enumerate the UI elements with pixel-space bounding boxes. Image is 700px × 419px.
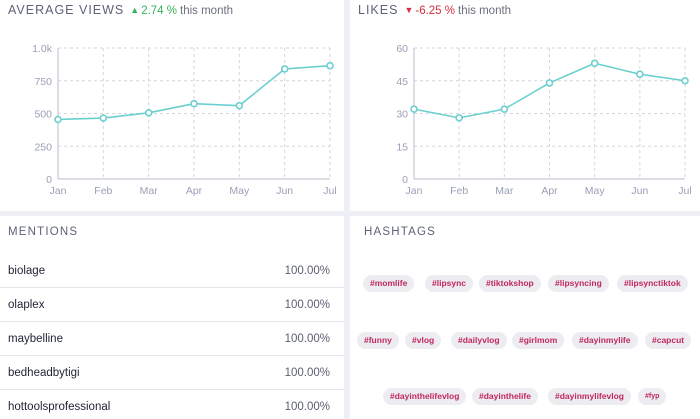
average-views-header: AVERAGE VIEWS ▲ 2.74 % this month — [8, 3, 233, 17]
mention-row: hottoolsprofessional 100.00% — [0, 390, 344, 419]
views-data-point[interactable] — [54, 115, 62, 124]
views-y-tick-label: 750 — [34, 76, 52, 88]
views-data-point[interactable] — [326, 61, 334, 70]
likes-data-point[interactable] — [545, 79, 554, 87]
average-views-chart: 0 250 500 750 1.0k Jan Feb Mar Apr May Jun Jul — [32, 43, 337, 197]
views-x-tick-label: May — [229, 185, 250, 197]
mentions-panel: MENTIONS biolage 100.00% olaplex 100.00%… — [0, 216, 344, 419]
hashtag-chip[interactable]: #momlife — [363, 275, 415, 292]
mention-value: 100.00% — [284, 265, 330, 277]
likes-data-point[interactable] — [455, 114, 463, 122]
likes-panel: LIKES ▼ -6.25 % this month 0 15 30 45 60 Jan Feb M… — [350, 0, 700, 211]
likes-x-tick-label: May — [585, 185, 606, 197]
mention-row: maybelline 100.00% — [0, 322, 344, 356]
views-data-point[interactable] — [280, 65, 289, 73]
average-views-title: AVERAGE VIEWS — [8, 3, 125, 17]
likes-x-tick-label: Jul — [678, 185, 691, 197]
likes-header: LIKES ▼ -6.25 % this month — [358, 3, 511, 17]
hashtag-chip[interactable]: #funny — [357, 332, 399, 349]
likes-y-tick-label: 15 — [396, 141, 408, 153]
hashtag-chip[interactable]: #lipsynctiktok — [617, 275, 688, 292]
likes-data-point[interactable] — [681, 76, 689, 85]
likes-period: this month — [458, 5, 512, 17]
mention-name: maybelline — [8, 333, 63, 345]
hashtag-chip[interactable]: #dayinthelife — [472, 388, 538, 405]
mention-name: hottoolsprofessional — [8, 401, 111, 413]
views-x-tick-label: Jul — [323, 185, 336, 197]
likes-data-point[interactable] — [410, 105, 418, 113]
mention-value: 100.00% — [284, 367, 330, 379]
hashtag-chip[interactable]: #lipsync — [425, 275, 474, 292]
likes-x-tick-label: Mar — [495, 185, 514, 197]
mention-name: bedheadbytigi — [8, 367, 80, 379]
likes-data-point[interactable] — [500, 105, 509, 113]
hashtag-chip[interactable]: #vlog — [405, 332, 442, 349]
views-x-tick-label: Apr — [186, 185, 203, 197]
mentions-title: MENTIONS — [8, 226, 79, 238]
views-data-point[interactable] — [190, 99, 198, 108]
hashtag-chip[interactable]: #dayinthelifevlog — [383, 388, 467, 405]
views-data-point[interactable] — [144, 109, 153, 117]
likes-x-tick-label: Jun — [631, 185, 648, 197]
hashtag-chip[interactable]: #tiktokshop — [479, 275, 541, 292]
views-y-tick-label: 250 — [34, 141, 52, 153]
average-views-panel: AVERAGE VIEWS ▲ 2.74 % this month 0 250 500 75… — [0, 0, 344, 211]
hashtags-panel: HASHTAGS #momlife #lipsync #tiktokshop #… — [350, 216, 700, 419]
views-x-tick-label: Feb — [94, 185, 112, 197]
mention-value: 100.00% — [284, 333, 330, 345]
views-data-point[interactable] — [235, 101, 244, 110]
average-views-change: 2.74 % — [141, 5, 177, 17]
likes-y-tick-label: 60 — [396, 43, 408, 55]
likes-data-point[interactable] — [636, 70, 644, 78]
mention-name: olaplex — [8, 299, 45, 311]
mention-value: 100.00% — [284, 401, 330, 413]
likes-chart: 0 15 30 45 60 Jan Feb Mar Apr May Jun Jul — [396, 43, 691, 197]
likes-x-tick-label: Jan — [406, 185, 423, 197]
hashtag-chip[interactable]: #fyp — [638, 388, 667, 405]
hashtags-title: HASHTAGS — [364, 226, 437, 238]
likes-y-tick-label: 0 — [402, 174, 408, 186]
views-y-tick-label: 500 — [34, 109, 52, 121]
mention-name: biolage — [8, 265, 46, 277]
hashtag-chip[interactable]: #capcut — [645, 332, 692, 349]
trend-up-icon: ▲ — [130, 5, 140, 15]
views-y-tick-label: 0 — [46, 174, 52, 186]
views-x-tick-label: Jun — [276, 185, 293, 197]
trend-down-icon: ▼ — [404, 5, 414, 15]
hashtag-chip[interactable]: #dailyvlog — [451, 332, 507, 349]
views-y-tick-label: 1.0k — [32, 43, 53, 55]
likes-x-tick-label: Apr — [541, 185, 558, 197]
mention-row: olaplex 100.00% — [0, 288, 344, 322]
likes-change: -6.25 % — [415, 5, 455, 17]
views-x-tick-label: Jan — [50, 185, 67, 197]
views-x-tick-label: Mar — [140, 185, 159, 197]
views-data-point[interactable] — [99, 114, 108, 122]
likes-data-point[interactable] — [590, 59, 599, 68]
likes-title: LIKES — [358, 3, 399, 17]
hashtag-chip[interactable]: #girlmom — [512, 332, 565, 349]
mention-row: biolage 100.00% — [0, 254, 344, 288]
hashtag-chip[interactable]: #dayinmylifevlog — [548, 388, 631, 405]
hashtag-chip[interactable]: #dayinmylife — [572, 332, 638, 349]
likes-y-tick-label: 30 — [396, 109, 408, 121]
hashtag-chip[interactable]: #lipsyncing — [548, 275, 609, 292]
mention-value: 100.00% — [284, 299, 330, 311]
mention-row: bedheadbytigi 100.00% — [0, 356, 344, 390]
likes-x-tick-label: Feb — [450, 185, 468, 197]
likes-y-tick-label: 45 — [396, 76, 408, 88]
average-views-period: this month — [180, 5, 234, 17]
